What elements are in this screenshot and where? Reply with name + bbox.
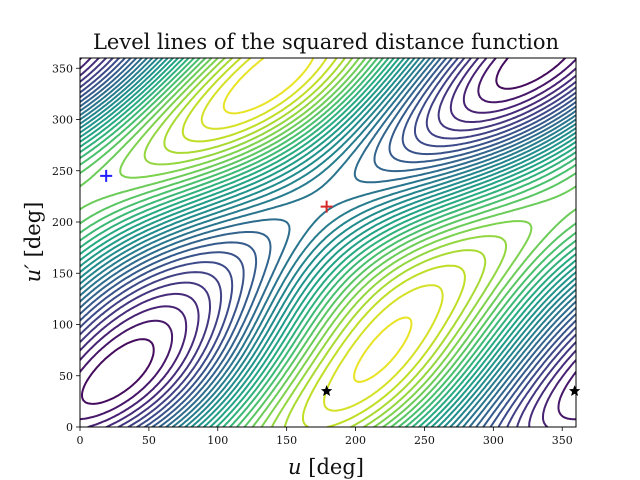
contour-level-27 xyxy=(163,58,487,427)
contour-level-21 xyxy=(80,58,576,427)
x-axis-unit: [deg] xyxy=(308,455,364,479)
saddle-2-marker xyxy=(568,385,581,396)
y-axis-variable: u′ xyxy=(21,264,45,283)
x-axis-variable: u xyxy=(288,455,302,479)
x-tick-label: 100 xyxy=(207,434,228,447)
contour-level-18 xyxy=(80,58,576,427)
y-axis-unit: [deg] xyxy=(21,202,45,258)
x-tick-label: 350 xyxy=(552,434,573,447)
x-tick-label: 200 xyxy=(345,434,366,447)
y-tick-label: 0 xyxy=(66,421,73,434)
contour-level-30 xyxy=(222,58,413,383)
y-tick-label: 100 xyxy=(52,319,73,332)
x-tick-label: 300 xyxy=(483,434,504,447)
y-axis-ticks: 0 50 100 150 200 250 300 350 xyxy=(52,62,80,434)
contour-level-29 xyxy=(200,58,444,412)
y-tick-label: 150 xyxy=(52,267,73,280)
chart-title: Level lines of the squared distance func… xyxy=(93,30,559,54)
saddle-1-marker xyxy=(320,385,333,396)
x-axis-label: u [deg] xyxy=(288,455,364,479)
y-tick-label: 300 xyxy=(52,114,73,127)
contour-level-9 xyxy=(80,58,576,427)
x-axis-ticks: 0 50 100 150 200 250 300 350 xyxy=(77,427,573,447)
y-tick-label: 250 xyxy=(52,165,73,178)
contour-level-26 xyxy=(143,58,508,427)
y-tick-label: 350 xyxy=(52,62,73,75)
y-axis-label: u′ [deg] xyxy=(21,202,45,283)
contour-level-28 xyxy=(181,58,466,427)
contour-level-14 xyxy=(80,58,576,427)
maximum-marker xyxy=(320,200,333,213)
x-tick-label: 250 xyxy=(414,434,435,447)
contour-level-15 xyxy=(80,58,576,427)
contour-level-11 xyxy=(80,58,576,427)
contour-level-1 xyxy=(81,58,567,405)
marker-layer xyxy=(100,169,581,396)
contour-level-19 xyxy=(80,58,576,427)
y-tick-label: 50 xyxy=(59,370,73,383)
x-tick-label: 50 xyxy=(142,434,156,447)
plot-frame xyxy=(79,57,577,428)
x-tick-label: 150 xyxy=(276,434,297,447)
contour-level-24 xyxy=(80,58,576,427)
x-tick-label: 0 xyxy=(77,434,84,447)
contour-level-2 xyxy=(80,58,576,421)
contour-level-3 xyxy=(80,58,576,427)
y-tick-label: 200 xyxy=(52,216,73,229)
minimum-marker xyxy=(100,169,113,182)
